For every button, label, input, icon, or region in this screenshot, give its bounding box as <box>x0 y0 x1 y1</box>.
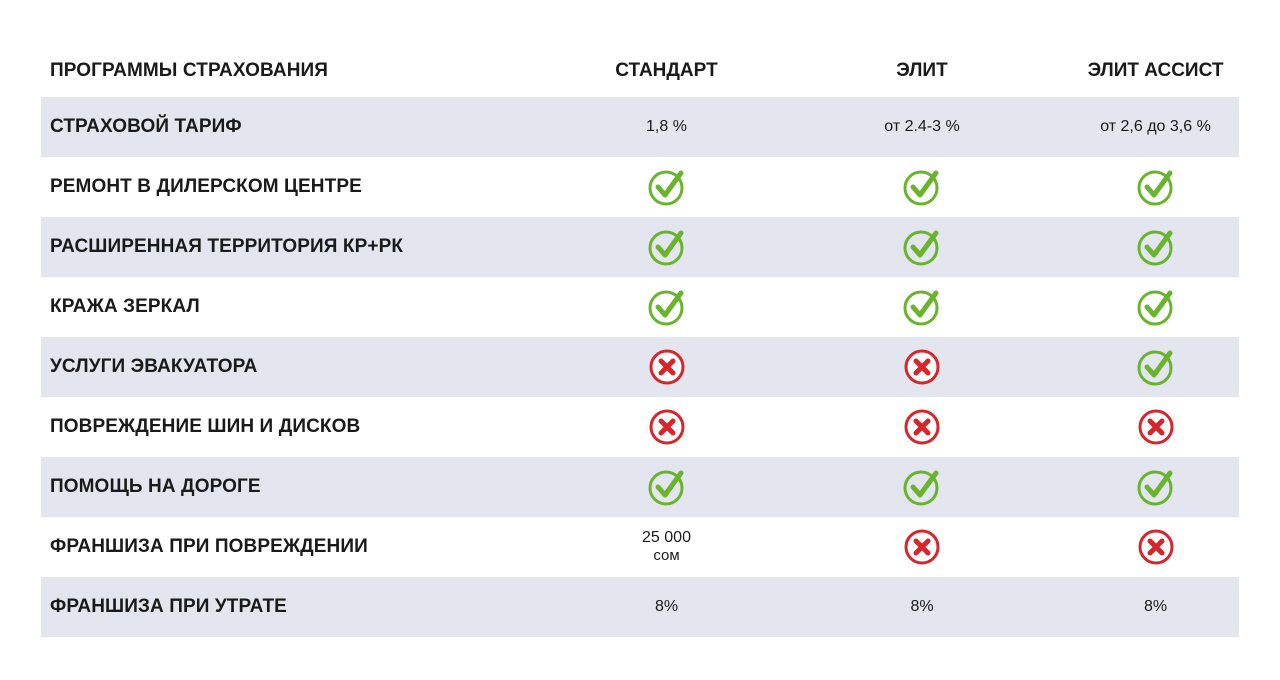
table-row: ФРАНШИЗА ПРИ ПОВРЕЖДЕНИИ 25 000 сом <box>41 517 1239 577</box>
row-label: РЕМОНТ В ДИЛЕРСКОМ ЦЕНТРЕ <box>50 176 362 197</box>
cell-elite-assist <box>1072 287 1239 327</box>
check-circle-icon <box>902 287 942 327</box>
cell-standard: 1,8 % <box>561 118 772 136</box>
check-circle-icon <box>647 467 687 507</box>
cross-circle-icon <box>1136 527 1176 567</box>
cell-standard: 8% <box>561 598 772 616</box>
cell-elite-assist <box>1072 467 1239 507</box>
table-row: СТРАХОВОЙ ТАРИФ 1,8 % от 2.4-3 % от 2,6 до … <box>41 97 1239 157</box>
row-label: КРАЖА ЗЕРКАЛ <box>50 296 200 317</box>
cell-value: 8% <box>654 598 679 615</box>
cross-circle-icon <box>902 527 942 567</box>
cell-standard <box>561 227 772 267</box>
cross-circle-icon <box>902 347 942 387</box>
cell-elite-assist: от 2,6 до 3,6 % <box>1072 118 1239 136</box>
table-row: РАСШИРЕННАЯ ТЕРРИТОРИЯ КР+РК <box>41 217 1239 277</box>
cell-standard <box>561 347 772 387</box>
check-circle-icon <box>647 167 687 207</box>
cell-elite-assist <box>1072 407 1239 447</box>
cell-standard <box>561 167 772 207</box>
table-row: РЕМОНТ В ДИЛЕРСКОМ ЦЕНТРЕ <box>41 157 1239 217</box>
check-circle-icon <box>902 467 942 507</box>
check-circle-icon <box>1136 287 1176 327</box>
cell-elite <box>772 347 1072 387</box>
row-label: ПОВРЕЖДЕНИЕ ШИН И ДИСКОВ <box>50 416 361 437</box>
table-row: КРАЖА ЗЕРКАЛ <box>41 277 1239 337</box>
check-circle-icon <box>902 227 942 267</box>
check-circle-icon <box>647 287 687 327</box>
cell-elite-assist <box>1072 527 1239 567</box>
cell-elite-assist <box>1072 347 1239 387</box>
plan-elite-heading: ЭЛИТ <box>896 59 948 81</box>
cell-value: 8% <box>910 598 934 615</box>
check-circle-icon <box>1136 467 1176 507</box>
cell-value: 8% <box>1143 598 1168 615</box>
row-label: ФРАНШИЗА ПРИ ПОВРЕЖДЕНИИ <box>50 536 368 557</box>
cross-circle-icon <box>647 347 687 387</box>
plan-standard-heading: СТАНДАРТ <box>615 59 718 81</box>
cell-elite-assist <box>1072 227 1239 267</box>
cross-circle-icon <box>902 407 942 447</box>
cell-standard <box>561 287 772 327</box>
check-circle-icon <box>1136 167 1176 207</box>
row-label: УСЛУГИ ЭВАКУАТОРА <box>50 356 258 377</box>
plan-elite-assist-heading: ЭЛИТ АССИСТ <box>1087 59 1224 81</box>
cell-elite <box>772 167 1072 207</box>
check-circle-icon <box>902 167 942 207</box>
check-circle-icon <box>1136 227 1176 267</box>
table-row: УСЛУГИ ЭВАКУАТОРА <box>41 337 1239 397</box>
table-row: ПОМОЩЬ НА ДОРОГЕ <box>41 457 1239 517</box>
cell-elite <box>772 407 1072 447</box>
cell-standard <box>561 467 772 507</box>
cell-value: 1,8 % <box>646 118 687 135</box>
cell-value: 25 000 <box>642 529 691 546</box>
header-label: ПРОГРАММЫ СТРАХОВАНИЯ <box>50 59 329 81</box>
cell-value: от 2,6 до 3,6 % <box>1100 118 1211 135</box>
check-circle-icon <box>1136 347 1176 387</box>
cell-elite <box>772 467 1072 507</box>
row-label: ФРАНШИЗА ПРИ УТРАТЕ <box>50 596 287 617</box>
cell-value: от 2.4-3 % <box>884 118 960 135</box>
cell-elite: 8% <box>772 598 1072 616</box>
check-circle-icon <box>647 227 687 267</box>
cell-elite <box>772 527 1072 567</box>
row-label: СТРАХОВОЙ ТАРИФ <box>50 116 242 137</box>
cell-standard <box>561 407 772 447</box>
cell-elite: от 2.4-3 % <box>772 118 1072 136</box>
cell-elite <box>772 227 1072 267</box>
cell-standard: 25 000 сом <box>561 529 772 565</box>
table-header: ПРОГРАММЫ СТРАХОВАНИЯ СТАНДАРТ ЭЛИТ ЭЛИТ… <box>41 44 1239 97</box>
cross-circle-icon <box>1136 407 1176 447</box>
insurance-comparison-table: ПРОГРАММЫ СТРАХОВАНИЯ СТАНДАРТ ЭЛИТ ЭЛИТ… <box>41 44 1239 637</box>
table-row: ФРАНШИЗА ПРИ УТРАТЕ 8% 8% 8% <box>41 577 1239 637</box>
table-row: ПОВРЕЖДЕНИЕ ШИН И ДИСКОВ <box>41 397 1239 457</box>
cell-elite-assist <box>1072 167 1239 207</box>
cross-circle-icon <box>647 407 687 447</box>
row-label: ПОМОЩЬ НА ДОРОГЕ <box>50 476 261 497</box>
cell-value-unit: сом <box>653 547 680 564</box>
row-label: РАСШИРЕННАЯ ТЕРРИТОРИЯ КР+РК <box>50 236 404 257</box>
cell-elite <box>772 287 1072 327</box>
cell-elite-assist: 8% <box>1072 598 1239 616</box>
